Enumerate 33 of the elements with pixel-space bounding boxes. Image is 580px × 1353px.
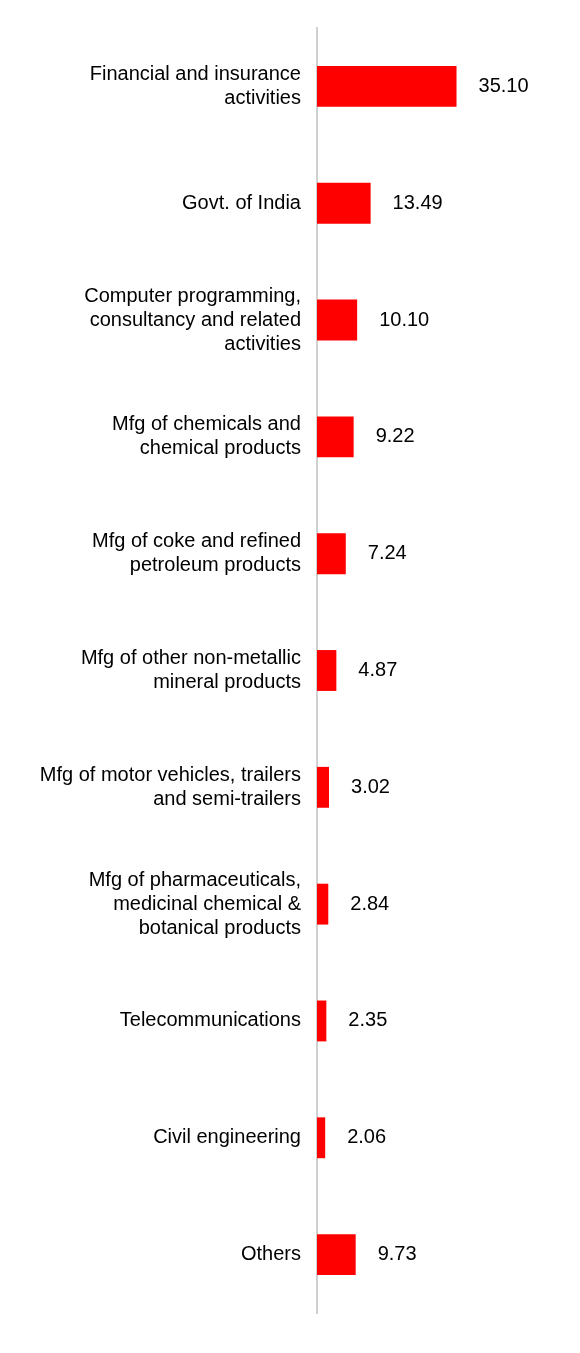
data-label: 2.06 bbox=[347, 1125, 387, 1148]
bar bbox=[317, 650, 337, 691]
bar bbox=[317, 1000, 327, 1042]
bar bbox=[317, 533, 346, 575]
y-tick-label: Mfg of chemicals and chemical products bbox=[112, 412, 301, 459]
y-tick-label: Mfg of other non-metallic mineral products bbox=[80, 646, 301, 693]
data-label: 9.73 bbox=[377, 1242, 417, 1265]
bar bbox=[317, 1117, 326, 1159]
bar bbox=[317, 1234, 356, 1276]
bar bbox=[317, 416, 354, 458]
data-label: 9.22 bbox=[375, 424, 415, 447]
data-label: 2.84 bbox=[350, 891, 390, 914]
y-tick-label: Mfg of motor vehicles, trailers and semi-trailers bbox=[39, 762, 301, 809]
bar bbox=[317, 299, 358, 341]
data-label: 13.49 bbox=[392, 190, 443, 213]
data-label: 2.35 bbox=[348, 1008, 388, 1031]
data-label: 35.10 bbox=[478, 73, 529, 96]
y-tick-label: Mfg of coke and refined petroleum products bbox=[91, 529, 301, 576]
y-tick-label: Others bbox=[240, 1242, 301, 1265]
bar bbox=[317, 766, 330, 808]
y-tick-label: Govt. of India bbox=[182, 190, 302, 213]
data-label: 10.10 bbox=[379, 307, 430, 330]
y-tick-label: Civil engineering bbox=[153, 1125, 301, 1148]
bar bbox=[317, 65, 457, 107]
data-label: 4.87 bbox=[358, 658, 398, 681]
y-tick-label: Computer programming, consultancy and related activities bbox=[84, 283, 301, 354]
bar bbox=[317, 883, 329, 925]
y-tick-label: Mfg of pharmaceuticals, medicinal chemical & botanical products bbox=[88, 867, 302, 938]
data-label: 3.02 bbox=[351, 774, 390, 797]
y-tick-label: Financial and insurance activities bbox=[89, 61, 301, 108]
data-label: 7.24 bbox=[367, 541, 407, 564]
y-tick-label: Telecommunications bbox=[119, 1008, 301, 1031]
bar bbox=[317, 182, 371, 224]
